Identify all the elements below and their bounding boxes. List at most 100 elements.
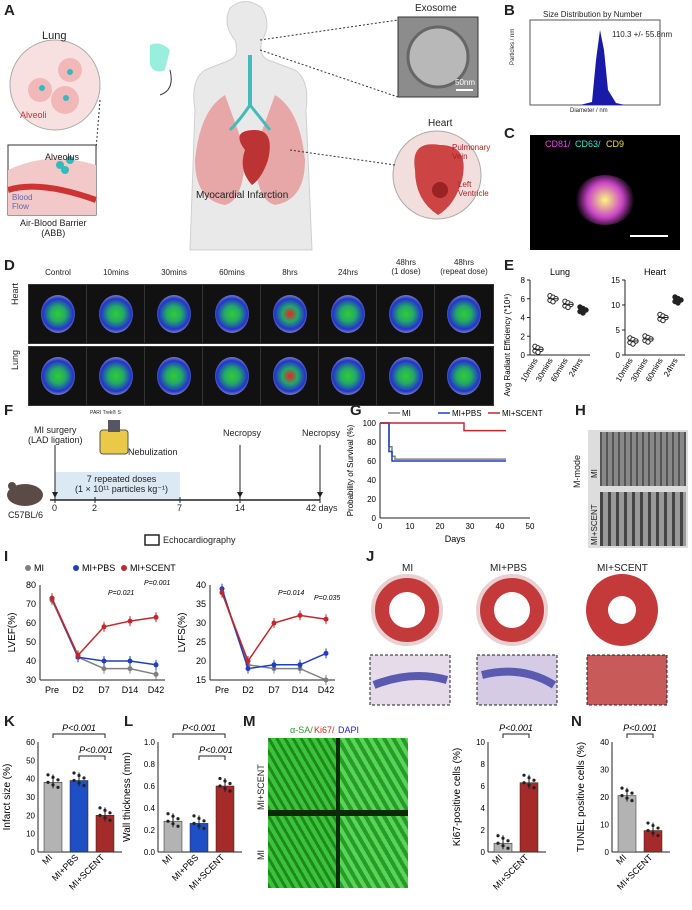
g-ytick-label: 80: [367, 438, 376, 447]
bar-ytick-label: 10: [26, 830, 35, 839]
i-data-point: [127, 658, 133, 664]
f-tick-42: 42 days: [306, 503, 338, 513]
i-data-point: [271, 662, 277, 668]
i-data-point: [75, 652, 81, 658]
bar-point: [82, 776, 86, 780]
e-ytick-label: 6: [521, 295, 526, 304]
bar-ytick-label: 60: [26, 738, 35, 747]
bar-point: [228, 781, 232, 786]
g-legend-label: MI+SCENT: [502, 409, 543, 418]
bar: [215, 785, 235, 853]
g-xtick-label: 30: [466, 522, 475, 531]
g-xtick-label: 0: [378, 522, 383, 531]
bar-ytick-label: 8: [481, 760, 486, 769]
g-ytick-label: 60: [367, 457, 376, 466]
i-xtick-label: D2: [72, 685, 84, 695]
e-xtick-label: 24hrs: [567, 357, 585, 379]
cd63-label: CD63/: [575, 139, 601, 149]
timepoint-label: 24hrs: [337, 268, 358, 277]
size-dist-title: Size Distribution by Number: [543, 10, 643, 19]
i-pvalue-1: P=0.021: [108, 590, 134, 597]
i-xtick-label: D7: [268, 685, 280, 695]
g-legend-label: MI: [402, 409, 411, 418]
bar-ylabel: Wall thickness (mm): [122, 752, 133, 842]
i-xtick-label: Pre: [45, 685, 59, 695]
alveolus-label: Alveolus: [45, 152, 80, 162]
ivis-thumbnail: [434, 346, 494, 406]
timepoint-label: 48hrs (repeat dose): [440, 258, 488, 276]
sig-bracket-inner: [78, 755, 106, 760]
i-legend-marker: [73, 565, 79, 571]
i-ytick-label: 50: [26, 637, 36, 647]
e-ytick-label: 4: [521, 314, 526, 323]
bar-ytick-label: 1.0: [144, 738, 156, 747]
bar-point: [197, 816, 201, 820]
bar-point: [501, 844, 505, 848]
e-ytick-label: 8: [521, 276, 526, 285]
panel-a-illustration: [7, 1, 482, 251]
alveoli-label: Alveoli: [20, 110, 47, 120]
i-data-point: [49, 595, 55, 601]
bar-xtick-label: MI: [40, 852, 54, 866]
i-ytick-label: 15: [196, 675, 206, 685]
bar-ytick-label: 0.2: [144, 826, 156, 835]
bar: [519, 782, 539, 853]
bar-point: [228, 789, 232, 793]
bar-point: [82, 783, 86, 788]
panel-label-a: A: [4, 2, 15, 19]
f-tick-0: 0: [52, 503, 58, 513]
e-data-point: [535, 349, 541, 356]
g-ytick-label: 40: [367, 476, 376, 485]
ivis-thumbnail: [260, 284, 320, 344]
sig-bracket: [502, 733, 530, 738]
size-ylabel: Particles / nm: [510, 28, 516, 65]
g-xtick-label: 40: [496, 522, 505, 531]
i-data-point: [127, 618, 133, 624]
ivis-thumbnail: [28, 284, 88, 344]
j-group-scent: MI+SCENT: [597, 563, 648, 574]
panel-label-j: J: [366, 548, 375, 565]
g-xtick-label: 10: [406, 522, 415, 531]
panel-label-i: I: [4, 548, 9, 565]
g-ytick-label: 20: [367, 495, 376, 504]
i-ylabel: LVFS(%): [177, 613, 188, 653]
bar-point: [651, 823, 655, 828]
i-data-point: [323, 677, 329, 683]
e-ytick-label: 2: [521, 332, 526, 341]
i-ytick-label: 30: [26, 675, 36, 685]
i-data-point: [101, 666, 107, 672]
bar-point: [51, 775, 55, 779]
bar-point: [625, 796, 629, 800]
bar-point: [46, 773, 50, 777]
bar-ytick-label: 0.6: [144, 782, 156, 791]
bar-xtick-label: MI: [614, 852, 628, 866]
bar-point: [620, 786, 624, 790]
e-chart-title: Lung: [550, 267, 570, 277]
i-ytick-label: 20: [196, 656, 206, 666]
bar-point: [223, 786, 227, 791]
ivis-thumbnail: [376, 346, 436, 406]
bar-point: [103, 816, 107, 820]
bar-ylabel: Infarct size (%): [2, 764, 13, 831]
panel-label-c: C: [504, 125, 515, 142]
bar-ytick-label: 20: [26, 811, 35, 820]
ivis-thumbnail: [86, 346, 146, 406]
e-ytick-label: 10: [611, 301, 620, 310]
stain-ki67: Ki67/: [314, 725, 335, 735]
necropsy-label-2: Necropsy: [302, 428, 341, 438]
f-tick-2: 2: [92, 503, 98, 513]
bar-ytick-label: 0.0: [144, 848, 156, 857]
i-pvalue-2: P=0.001: [144, 580, 170, 587]
e-data-point: [580, 310, 586, 316]
bar-point: [620, 794, 624, 798]
bar-point: [496, 834, 500, 838]
i-legend-label: MI+SCENT: [130, 563, 176, 573]
panel-label-d: D: [4, 257, 15, 274]
biodistribution-charts: Avg Radiant Efficiency (*10⁸) Lung 0 2 4 6 8 10…: [503, 267, 685, 396]
i-xtick-label: Pre: [215, 685, 229, 695]
cd81-label: CD81/: [545, 139, 571, 149]
panel-label-e: E: [504, 257, 515, 274]
survival-line: [380, 422, 506, 462]
surgery-label: MI surgery (LAD ligation): [28, 425, 83, 445]
bar-point: [532, 778, 536, 782]
